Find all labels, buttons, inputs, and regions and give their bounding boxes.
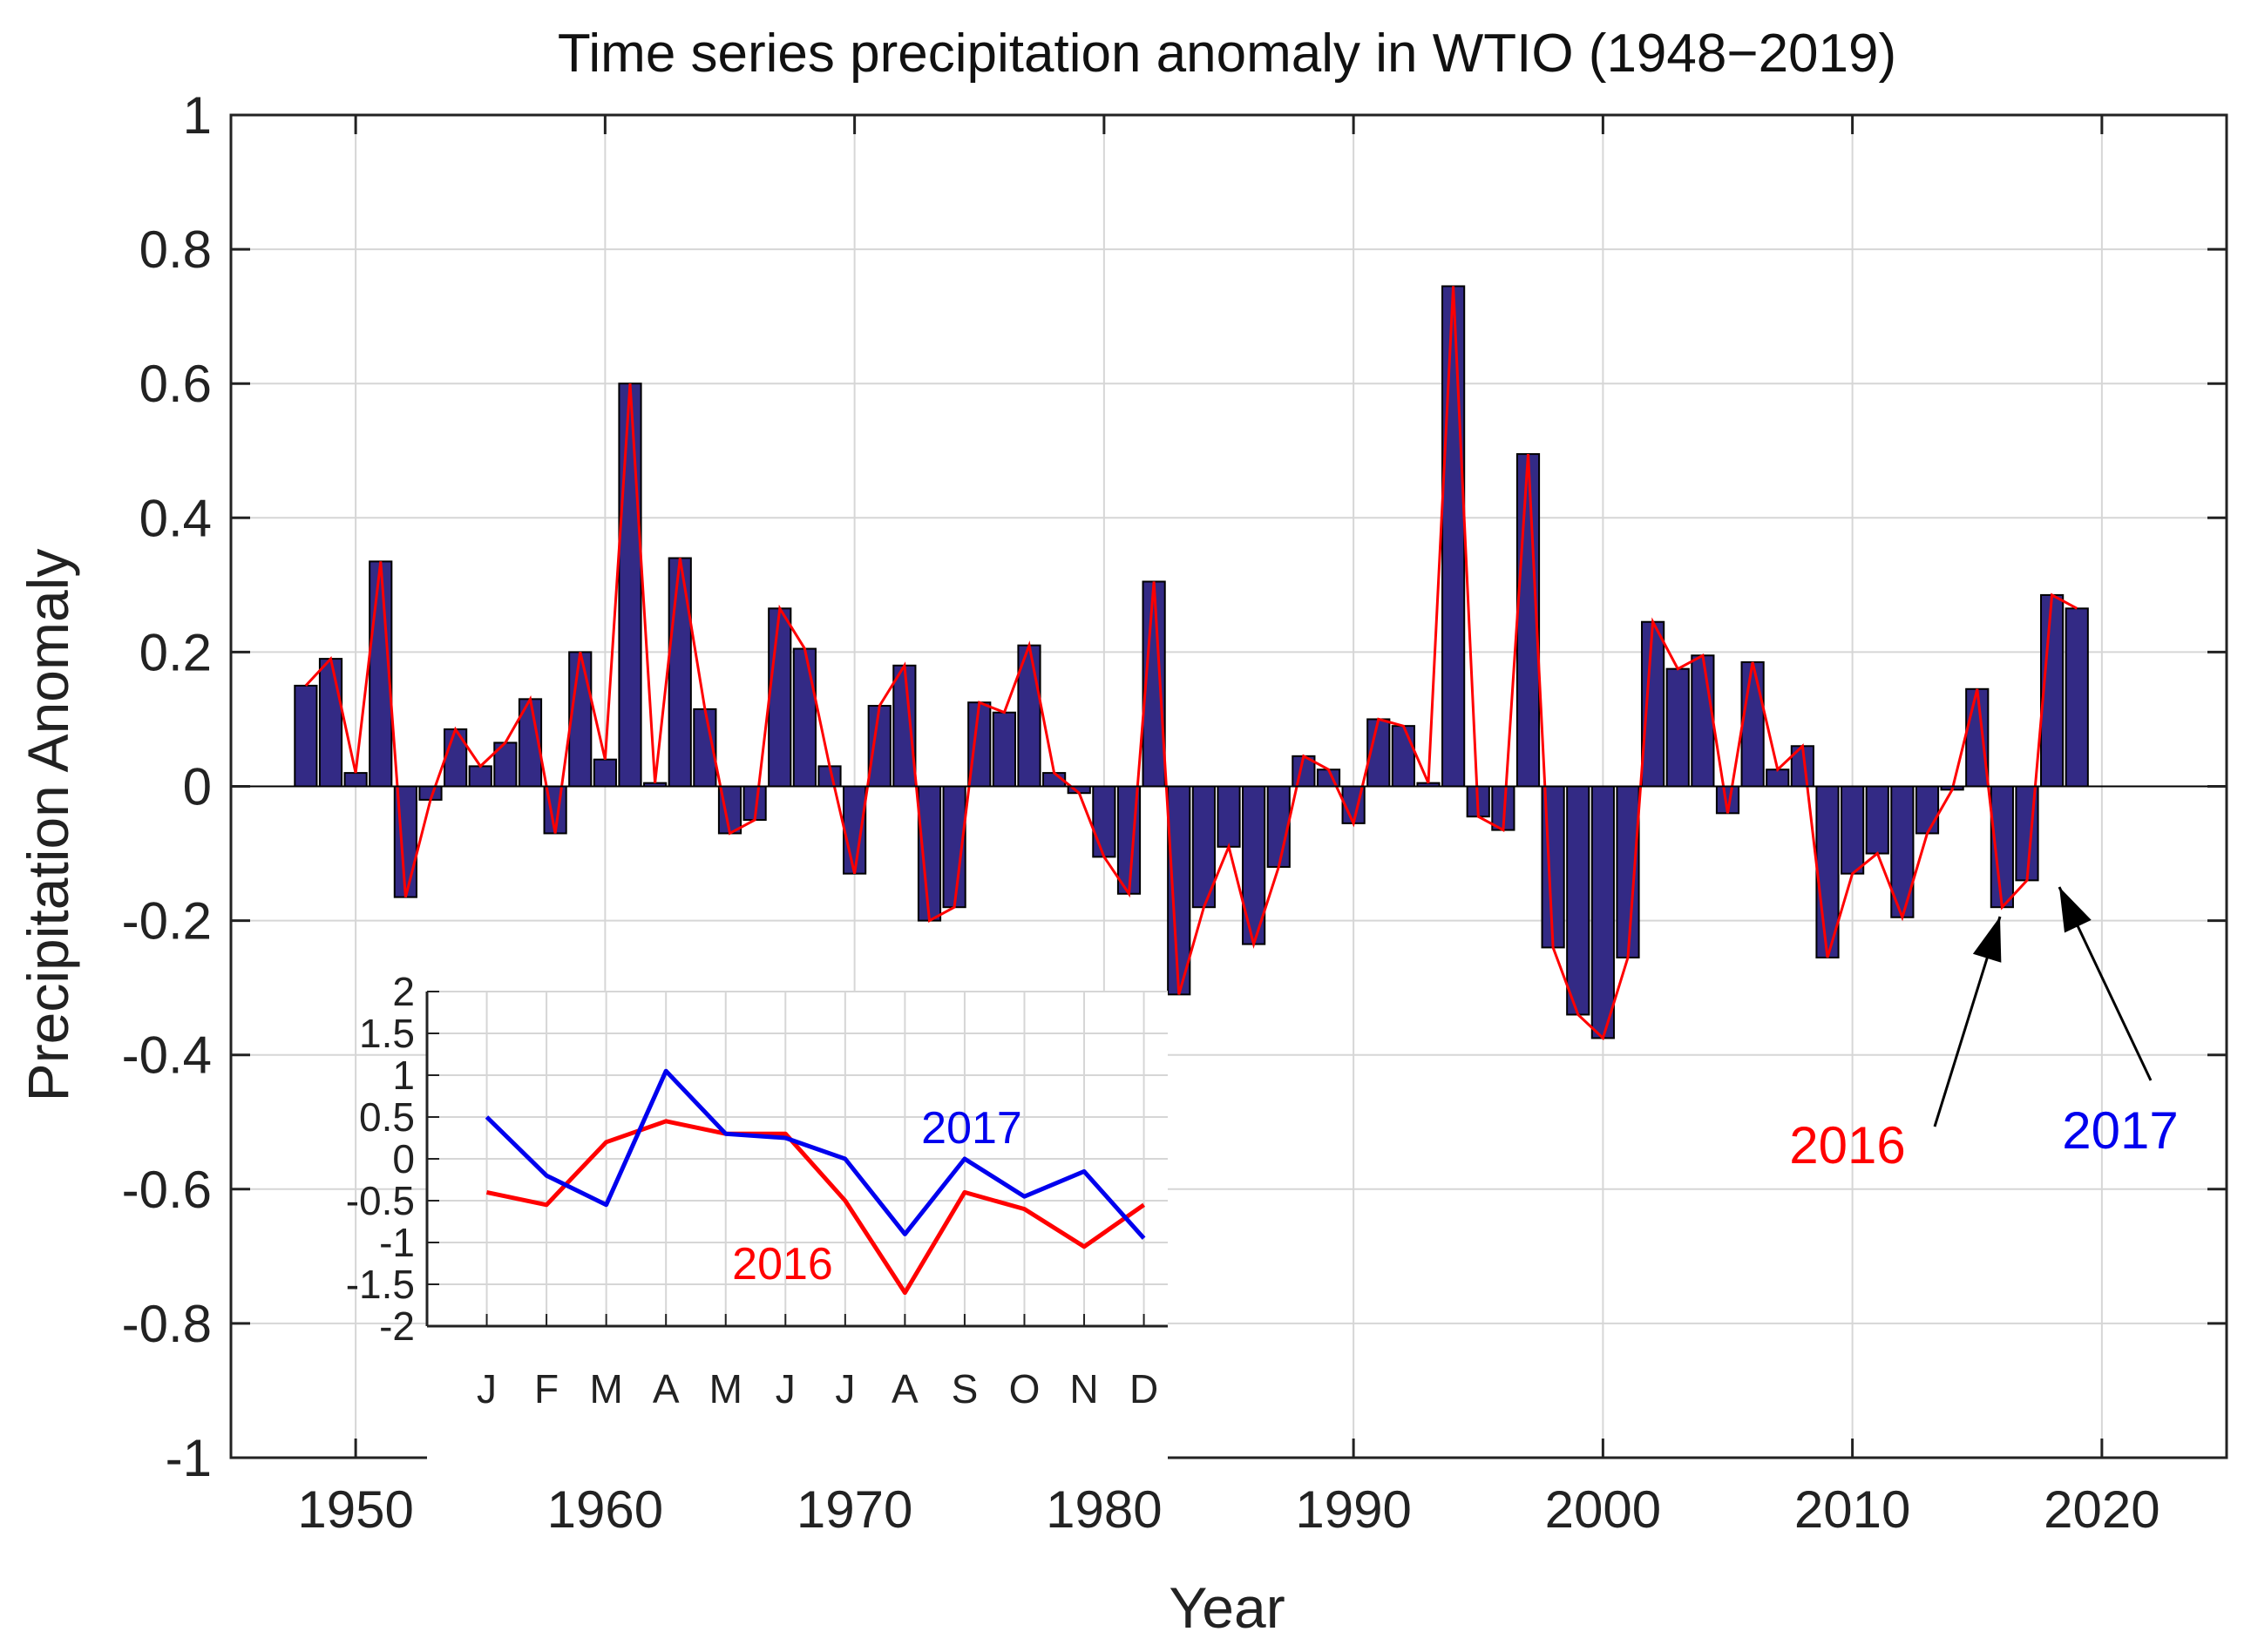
y-tick-label: 0.2 <box>139 623 212 681</box>
bar-1980 <box>1092 785 1116 858</box>
y-tick-label: 0.6 <box>139 355 212 413</box>
inset-x-tick-label: N <box>1069 1366 1098 1412</box>
inset-x-tick-label: S <box>952 1366 979 1412</box>
inset-x-tick-label: J <box>477 1366 497 1412</box>
x-tick-label: 1950 <box>297 1480 413 1539</box>
bar-1992 <box>1391 725 1415 788</box>
y-tick-label: 0.8 <box>139 220 212 279</box>
main-red-line-group <box>304 286 2078 1041</box>
inset-x-tick-label: F <box>534 1366 559 1412</box>
x-tick-label: 1990 <box>1295 1480 1411 1539</box>
x-tick-label: 2000 <box>1545 1480 1661 1539</box>
inset-x-tick-label: D <box>1129 1366 1158 1412</box>
y-tick-label: 0 <box>183 758 212 816</box>
bar-1999 <box>1566 785 1590 1016</box>
x-tick-label: 2010 <box>1794 1480 1910 1539</box>
bar-2019 <box>2065 607 2089 788</box>
inset-line-2016 <box>485 1119 1146 1296</box>
inset-y-tick-label: -0.5 <box>346 1178 415 1223</box>
bar-1961 <box>618 383 642 788</box>
bar-1948 <box>294 684 318 788</box>
x-tick-label: 1980 <box>1046 1480 1162 1539</box>
bar-1976 <box>992 711 1016 788</box>
inset-label-2017: 2017 <box>921 1103 1022 1154</box>
inset-background <box>427 992 1168 1462</box>
bar-1949 <box>318 658 343 788</box>
x-tick-label: 2020 <box>2044 1480 2159 1539</box>
inset-x-tick-label: M <box>709 1366 742 1412</box>
bar-1959 <box>568 651 593 788</box>
arrow-2017-head <box>2059 887 2092 933</box>
y-tick-label: -0.4 <box>122 1026 212 1085</box>
annotation-2017: 2017 <box>2062 1101 2178 1160</box>
bar-2004 <box>1691 654 1715 788</box>
inset-series <box>485 1068 1146 1296</box>
bar-1994 <box>1441 285 1466 788</box>
inset-line-2017 <box>485 1068 1146 1240</box>
bar-2000 <box>1590 785 1615 1039</box>
inset-y-tick-label: -2 <box>379 1303 415 1349</box>
arrow-2016-head <box>1972 917 2002 963</box>
main-y-tick-labels: 1 0.8 0.6 0.4 0.2 0 -0.2 -0.4 -0.6 -0.8 -1 <box>122 86 212 1487</box>
inset-label-2016: 2016 <box>732 1239 833 1290</box>
bar-1985 <box>1217 785 1241 848</box>
bar-1967 <box>768 607 792 788</box>
bar-1971 <box>867 705 892 788</box>
inset-y-tick-label: 0 <box>392 1136 415 1181</box>
inset-y-tick-labels: 21.510.50-0.5-1-1.5-2 <box>346 969 415 1349</box>
annotation-arrows <box>1933 886 2153 1127</box>
inset-x-tick-label: J <box>835 1366 855 1412</box>
bar-2003 <box>1665 667 1690 788</box>
y-tick-label: 1 <box>183 86 212 145</box>
y-axis-label: Precipitation Anomaly <box>16 549 80 1102</box>
bar-1950 <box>343 772 368 788</box>
bar-2015 <box>1965 687 1990 788</box>
bar-1972 <box>892 664 917 788</box>
bar-1998 <box>1541 785 1565 949</box>
inset-x-tick-label: O <box>1009 1366 1041 1412</box>
bar-1960 <box>593 758 617 788</box>
bar-1987 <box>1266 785 1291 868</box>
inset-y-tick-label: 1 <box>392 1053 415 1098</box>
x-axis-label: Year <box>1169 1575 1285 1640</box>
y-tick-label: 0.4 <box>139 489 212 547</box>
y-tick-label: -0.2 <box>122 892 212 951</box>
bar-2006 <box>1740 660 1765 788</box>
x-tick-label: 1970 <box>797 1480 912 1539</box>
bar-1954 <box>444 728 468 788</box>
bar-1955 <box>468 765 492 788</box>
inset-y-tick-label: 0.5 <box>359 1094 415 1140</box>
inset-y-tick-label: 2 <box>392 969 415 1014</box>
annotation-2016: 2016 <box>1789 1116 1905 1175</box>
main-bars <box>294 285 2089 1039</box>
series-line-red <box>304 286 2078 1041</box>
bar-1968 <box>792 647 817 788</box>
x-tick-label: 1960 <box>547 1480 663 1539</box>
inset-x-tick-label: J <box>776 1366 796 1412</box>
y-tick-label: -0.8 <box>122 1295 212 1353</box>
bar-2007 <box>1766 768 1790 788</box>
y-tick-label: -0.6 <box>122 1161 212 1219</box>
bar-2002 <box>1641 620 1665 788</box>
inset-x-tick-label: M <box>589 1366 622 1412</box>
inset-x-tick-label: A <box>653 1366 680 1412</box>
main-x-tick-labels: 1950 1960 1970 1980 1990 2000 2010 2020 <box>297 1480 2159 1539</box>
inset-axes <box>425 991 1168 1328</box>
bar-2001 <box>1616 785 1640 958</box>
inset-y-tick-label: -1 <box>379 1220 415 1265</box>
bar-1963 <box>668 557 692 788</box>
y-tick-label: -1 <box>166 1429 212 1487</box>
inset-gridlines <box>427 991 1168 1327</box>
bar-2013 <box>1915 785 1940 835</box>
inset-x-tick-label: A <box>892 1366 919 1412</box>
bar-2010 <box>1841 785 1865 875</box>
inset-y-tick-label: 1.5 <box>359 1011 415 1056</box>
inset-y-tick-label: -1.5 <box>346 1262 415 1307</box>
chart-title: Time series precipitation anomaly in WTI… <box>558 24 1896 84</box>
bar-2011 <box>1865 785 1889 855</box>
